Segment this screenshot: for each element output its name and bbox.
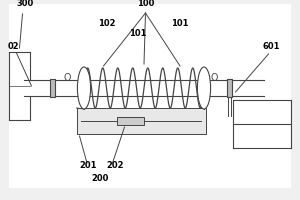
Bar	[227, 79, 232, 97]
Bar	[117, 117, 144, 125]
Text: 102: 102	[98, 19, 115, 28]
Bar	[76, 108, 206, 134]
Text: 02: 02	[8, 42, 19, 51]
Text: 101: 101	[171, 19, 189, 28]
Text: 202: 202	[107, 161, 124, 170]
Text: Ω: Ω	[64, 73, 71, 83]
Ellipse shape	[77, 67, 91, 109]
Text: 100: 100	[137, 0, 154, 8]
Text: 200: 200	[92, 174, 109, 183]
Text: 300: 300	[17, 0, 34, 8]
Text: Ω: Ω	[211, 73, 218, 83]
Text: 201: 201	[80, 161, 97, 170]
Bar	[50, 79, 55, 97]
Ellipse shape	[197, 67, 211, 109]
Text: 601: 601	[263, 42, 280, 51]
Text: 101: 101	[129, 29, 147, 38]
